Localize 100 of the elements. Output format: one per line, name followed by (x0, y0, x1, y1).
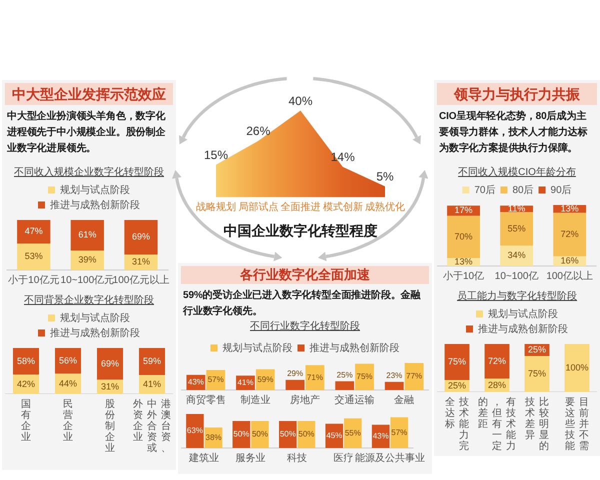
chart-title: 不同背景企业数字化转型阶段 (23, 294, 155, 308)
x-tick-label: 房地产 (290, 394, 320, 406)
x-tick-label: 科技 (287, 452, 308, 464)
text: CIO呈现年轻化态势，80后成为主要领导力群体，技术人才能力达标为数字化方案提供执行力保障。 (438, 109, 589, 156)
data-label: 44% (58, 378, 78, 388)
data-label: 13% (560, 203, 579, 214)
data-label: 69% (132, 232, 150, 242)
data-label: 75% (356, 372, 373, 382)
x-tick-label: 局部试点 (238, 200, 278, 213)
data-label: 39% (78, 254, 96, 265)
data-label: 17% (454, 205, 473, 216)
data-label: 72% (488, 356, 506, 366)
x-tick-label: 100亿以上 (546, 270, 593, 282)
data-label: 29% (287, 369, 304, 378)
bar (305, 365, 324, 390)
data-label: 75% (448, 356, 466, 366)
data-label: 55% (344, 428, 361, 438)
category-label: 有技术能力，但有一定的差距 (478, 397, 516, 452)
data-label: 70% (454, 231, 473, 242)
data-label: 56% (58, 355, 78, 366)
data-label: 41% (237, 378, 254, 388)
legend-label: 规划与试点阶段 (60, 312, 130, 324)
data-label: 16% (560, 256, 579, 266)
x-tick-label: 交通运输 (334, 394, 375, 406)
data-label: 50% (298, 430, 314, 439)
chart-title: 不同收入规模CIO年龄分布 (457, 166, 577, 180)
data-label: 59% (257, 374, 274, 384)
data-label: 25% (448, 380, 466, 390)
x-tick-label: 医疗 (334, 452, 354, 464)
bar (70, 250, 104, 270)
data-label: 31% (132, 256, 150, 267)
data-label: 55% (508, 223, 526, 234)
legend-label: 70后 (474, 184, 496, 196)
x-tick-label: 小于10亿元 (8, 274, 60, 286)
data-label: 40% (288, 94, 313, 108)
data-label: 26% (246, 124, 271, 138)
category-label: 技术能力完全达标 (445, 397, 469, 452)
legend-label: 推进与成熟创新阶段 (478, 322, 568, 335)
data-label: 57% (208, 375, 224, 384)
x-tick-label: 小于10亿 (442, 270, 484, 282)
legend-label: 推进与成熟创新阶段 (50, 326, 140, 339)
data-label: 11% (508, 203, 526, 214)
data-label: 72% (560, 229, 579, 240)
bar (251, 421, 269, 448)
data-label: 59% (142, 356, 162, 366)
category-label: 目前并不需要这些技能 (565, 397, 589, 452)
bar (444, 344, 470, 380)
x-tick-label: 服务业 (236, 452, 266, 464)
bar (390, 417, 408, 448)
data-label: 41% (142, 379, 162, 390)
legend-label: 90后 (550, 184, 572, 196)
chart-title: 不同收入规模企业数字化转型阶段 (13, 166, 165, 180)
data-label: 75% (528, 368, 546, 378)
data-label: 34% (508, 250, 526, 260)
x-tick-label: 建筑业 (188, 452, 220, 464)
x-tick-label: 商贸零售 (186, 394, 226, 406)
bar (384, 382, 404, 390)
data-label: 50% (252, 430, 268, 439)
data-label: 31% (100, 381, 120, 392)
data-label: 100% (565, 362, 589, 372)
x-tick-label: 100亿元以上 (112, 274, 170, 286)
bar (500, 212, 534, 246)
chart-title: 员工能力与数字化转型阶段 (456, 290, 578, 304)
bar (500, 245, 534, 266)
data-label: 53% (24, 251, 43, 262)
data-label: 69% (100, 358, 120, 368)
text: 领导力与执行力共振 (437, 83, 597, 105)
data-label: 43% (372, 432, 389, 441)
x-tick-label: 金融 (394, 394, 414, 406)
legend-label: 80后 (512, 184, 534, 196)
data-label: 28% (488, 380, 506, 390)
bar (96, 348, 124, 380)
bar (124, 220, 158, 254)
x-tick-label: 战略规划 (196, 200, 236, 213)
legend-label: 规划与试点阶段 (60, 184, 130, 196)
text: 59%的受访企业已进入数字化转型全面推进阶段。金融行业数字化领先。 (182, 288, 422, 319)
data-label: 38% (206, 432, 222, 442)
legend-label: 推进与成熟创新阶段 (50, 198, 140, 211)
data-label: 63% (186, 426, 203, 436)
x-tick-label: 全面推进 (280, 200, 320, 213)
bar (70, 220, 104, 250)
bar (186, 414, 204, 448)
bar (335, 381, 354, 390)
category-label: 比较明显的技术差异 (525, 397, 549, 452)
data-label: 43% (188, 378, 204, 387)
data-label: 50% (233, 430, 250, 439)
x-tick-label: 10~100亿元 (60, 274, 114, 286)
data-label: 45% (326, 431, 342, 440)
text: 中大型企业扮演领头羊角色，数字化进程领先于中小规模企业。股份制企业数字化进展领先。 (6, 109, 166, 156)
bar (54, 348, 82, 374)
data-label: 77% (406, 372, 422, 381)
x-tick-label: 成熟优化 (365, 200, 405, 213)
bar (484, 344, 510, 379)
text: 中国企业数字化转型程度 (224, 222, 378, 238)
bar (524, 356, 550, 392)
data-label: 15% (204, 148, 228, 162)
bar (564, 344, 590, 392)
data-label: 23% (386, 371, 402, 380)
x-tick-label: 国有企业 (20, 399, 32, 445)
data-label: 25% (528, 344, 546, 354)
